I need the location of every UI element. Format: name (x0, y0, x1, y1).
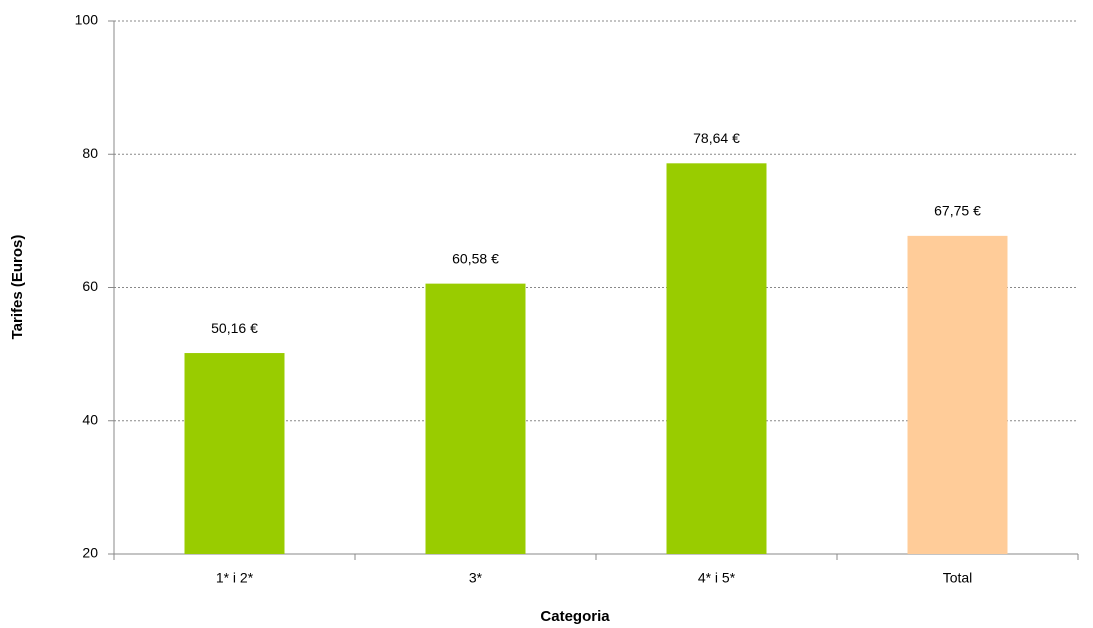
value-label: 67,75 € (934, 203, 981, 219)
x-tick-label: Total (943, 570, 973, 586)
value-label: 50,16 € (211, 320, 258, 336)
y-tick-label: 40 (82, 411, 98, 427)
y-tick-label: 100 (75, 12, 99, 28)
y-tick-label: 20 (82, 545, 98, 561)
x-tick-label: 1* i 2* (216, 570, 254, 586)
y-tick-label: 60 (82, 278, 98, 294)
bar (425, 283, 526, 554)
bar (907, 235, 1008, 554)
bar (184, 353, 285, 554)
y-tick-label: 80 (82, 145, 98, 161)
x-axis-label: Categoria (540, 608, 610, 625)
x-tick-label: 4* i 5* (698, 570, 736, 586)
value-label: 78,64 € (693, 130, 740, 146)
bar (666, 163, 767, 554)
value-label: 60,58 € (452, 250, 499, 266)
x-tick-label: 3* (469, 570, 483, 586)
y-axis-label: Tarifes (Euros) (9, 235, 26, 340)
